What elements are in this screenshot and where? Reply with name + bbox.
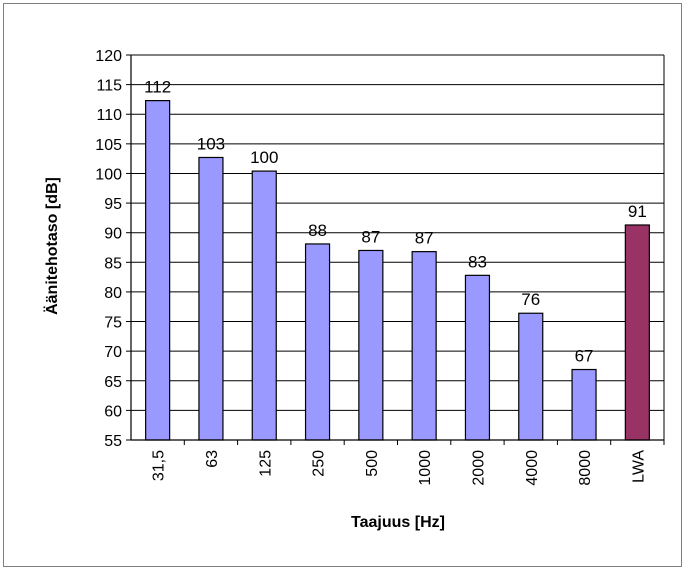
y-tick-label: 95 [104,196,122,213]
x-tick-label: 250 [311,450,328,477]
x-tick-label: 500 [364,450,381,477]
y-axis-title: Äänitehotaso [dB] [43,177,61,315]
data-label: 76 [521,290,540,309]
bar-31-5 [145,100,171,441]
x-tick-label: 4000 [524,450,541,486]
bar-2000 [464,274,491,441]
y-tick-label: 80 [104,285,122,302]
y-tick-label: 120 [95,48,122,65]
data-label: 87 [361,227,380,246]
bar-125 [251,170,277,441]
bar-4000 [518,312,544,441]
x-tick-label: 1000 [417,450,434,486]
data-label: 91 [628,202,647,221]
data-label: 103 [197,134,225,153]
y-tick-label: 60 [104,403,122,420]
y-tick-label: 65 [104,374,122,391]
bar-8000 [571,368,597,441]
y-tick-label: 110 [96,107,122,124]
data-label: 67 [575,347,594,366]
bar-63 [198,156,224,441]
y-tick-label: 115 [96,78,122,95]
x-axis-title: Taajuus [Hz] [351,514,445,531]
bar-500 [358,249,384,441]
bar-250 [304,243,331,441]
x-tick-label: 31,5 [151,450,168,481]
bar-1000 [411,251,437,441]
bars [145,100,650,441]
data-label: 87 [415,229,434,248]
y-tick-labels: 55 60 65 70 75 80 85 90 95 100 105 110 115 120 [95,48,122,450]
axes [126,54,665,445]
data-label: 88 [308,221,327,240]
y-tick-label: 75 [104,315,122,332]
x-tick-label: 125 [257,450,274,477]
data-label: 100 [250,148,278,167]
x-tick-label: 8000 [577,450,594,486]
y-tick-label: 55 [104,433,122,450]
chart-frame [3,3,682,567]
y-tick-label: 70 [104,344,122,361]
y-tick-label: 100 [95,166,122,183]
x-tick-label: 63 [204,450,221,468]
x-tick-label: 2000 [470,450,487,486]
data-labels: 112 103 100 88 87 87 83 76 67 91 [144,78,647,366]
y-tick-label: 85 [104,255,122,272]
data-label: 112 [144,78,171,97]
y-tick-label: 90 [104,226,122,243]
x-tick-labels: 31,5 63 125 250 500 1000 2000 4000 8000 LWA [151,450,648,486]
x-tick-label: LWA [630,450,647,483]
y-tick-label: 105 [95,137,122,154]
data-label: 83 [468,252,487,271]
bar-lwa [624,224,650,441]
